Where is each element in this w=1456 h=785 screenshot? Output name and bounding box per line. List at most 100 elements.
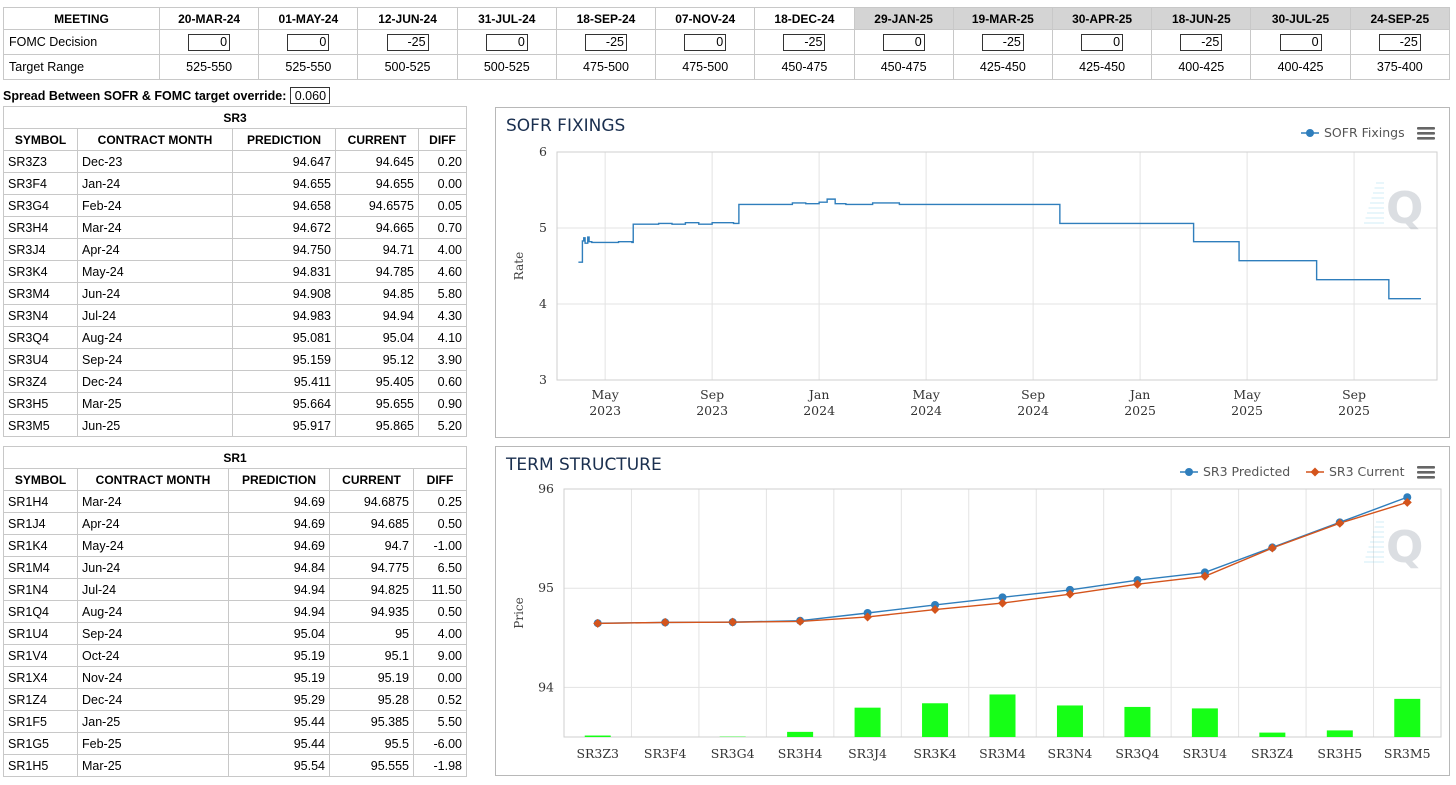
- diff-cell: 0.00: [413, 666, 467, 689]
- current-point: [728, 617, 738, 627]
- sofr-fixings-svg: SOFR FIXINGS3456May2023Sep2023Jan2024May…: [506, 116, 1438, 418]
- fomc-decision-input[interactable]: [287, 33, 330, 51]
- diff-cell: 5.50: [413, 710, 467, 733]
- fomc-decision-input[interactable]: [1378, 33, 1421, 51]
- current-cell: 94.7: [329, 534, 414, 557]
- symbol-cell: SR3M5: [3, 414, 78, 437]
- meeting-date: 18-SEP-24: [555, 7, 657, 30]
- fomc-decision-cell: [158, 29, 260, 55]
- x-tick-label: May: [591, 387, 619, 402]
- fomc-decision-input[interactable]: [981, 33, 1024, 51]
- diff-cell: 0.90: [418, 392, 467, 415]
- svg-text:Q: Q: [1386, 183, 1423, 234]
- x-tick-label: SR3J4: [848, 746, 887, 761]
- q-logo-icon: Q: [1364, 182, 1423, 234]
- legend-marker: [1310, 467, 1320, 477]
- prediction-cell: 95.29: [228, 688, 330, 711]
- fomc-decision-input[interactable]: [386, 33, 429, 51]
- chart-menu-icon[interactable]: [1417, 127, 1435, 140]
- symbol-cell: SR3H4: [3, 216, 78, 239]
- x-tick-label: Sep: [1021, 387, 1045, 402]
- diff-cell: 4.00: [418, 238, 467, 261]
- current-point: [593, 618, 603, 628]
- sr1-table: SR1 SYMBOL CONTRACT MONTH PREDICTION CURREN…: [3, 446, 467, 777]
- legend-label[interactable]: SR3 Predicted: [1203, 464, 1290, 479]
- diff-cell: 0.50: [413, 600, 467, 623]
- diff-bar: [1124, 706, 1151, 737]
- current-point: [1335, 518, 1345, 528]
- fomc-decision-input[interactable]: [783, 33, 826, 51]
- x-tick-label: SR3Z3: [576, 746, 619, 761]
- legend-marker: [1306, 129, 1314, 137]
- sr1-table-title: SR1: [3, 446, 467, 469]
- meeting-date: 07-NOV-24: [655, 7, 756, 30]
- prediction-cell: 94.655: [232, 172, 336, 195]
- prediction-cell: 94.69: [228, 490, 330, 513]
- fomc-decision-cell: [555, 29, 657, 55]
- y-axis-label: Rate: [512, 252, 526, 280]
- contract-month-cell: Feb-24: [77, 194, 233, 217]
- symbol-cell: SR1X4: [3, 666, 78, 689]
- table-row: SR3M4 Jun-24 94.908 94.85 5.80: [3, 282, 467, 305]
- fomc-decision-input[interactable]: [1081, 33, 1124, 51]
- symbol-cell: SR1J4: [3, 512, 78, 535]
- current-point: [795, 616, 805, 626]
- diff-cell: 4.60: [418, 260, 467, 283]
- contract-month-cell: Jan-24: [77, 172, 233, 195]
- sr3-table: SR3 SYMBOL CONTRACT MONTH PREDICTION CURREN…: [3, 106, 467, 437]
- sr3-table-title: SR3: [3, 106, 467, 129]
- table-row: SR3F4 Jan-24 94.655 94.655 0.00: [3, 172, 467, 195]
- table-row: SR3N4 Jul-24 94.983 94.94 4.30: [3, 304, 467, 327]
- legend-label[interactable]: SOFR Fixings: [1324, 125, 1405, 140]
- current-cell: 95.555: [329, 754, 414, 777]
- symbol-cell: SR3Q4: [3, 326, 78, 349]
- current-cell: 94.655: [335, 172, 419, 195]
- chart-menu-icon[interactable]: [1417, 466, 1435, 479]
- x-tick-label: Jan: [807, 387, 830, 402]
- diff-cell: 3.90: [418, 348, 467, 371]
- fomc-decision-input[interactable]: [188, 33, 231, 51]
- current-cell: 94.85: [335, 282, 419, 305]
- contract-month-cell: Jan-25: [77, 710, 229, 733]
- symbol-cell: SR1G5: [3, 732, 78, 755]
- current-cell: 94.94: [335, 304, 419, 327]
- diff-cell: 9.00: [413, 644, 467, 667]
- fomc-decision-cell: [1349, 29, 1451, 55]
- spread-override-input[interactable]: [290, 87, 331, 104]
- prediction-cell: 95.664: [232, 392, 336, 415]
- fomc-decision-input[interactable]: [882, 33, 925, 51]
- prediction-cell: 95.19: [228, 644, 330, 667]
- meeting-date: 30-JUL-25: [1250, 7, 1351, 30]
- prediction-cell: 95.081: [232, 326, 336, 349]
- fomc-decision-input[interactable]: [584, 33, 627, 51]
- meeting-date: 31-JUL-24: [456, 7, 557, 30]
- prediction-cell: 95.19: [228, 666, 330, 689]
- contract-month-cell: Sep-24: [77, 348, 233, 371]
- column-header: PREDICTION: [232, 128, 336, 151]
- fomc-decision-input[interactable]: [485, 33, 528, 51]
- meeting-header: MEETING: [3, 7, 160, 30]
- y-tick-label: 5: [539, 220, 547, 235]
- y-tick-label: 6: [539, 144, 547, 159]
- target-range-cell: 425-450: [1051, 54, 1153, 80]
- prediction-cell: 94.831: [232, 260, 336, 283]
- prediction-cell: 94.69: [228, 512, 330, 535]
- y-tick-label: 96: [538, 481, 554, 496]
- prediction-cell: 94.672: [232, 216, 336, 239]
- target-range-cell: 475-500: [655, 54, 756, 80]
- column-header: DIFF: [413, 468, 467, 491]
- table-row: SR3U4 Sep-24 95.159 95.12 3.90: [3, 348, 467, 371]
- current-point: [998, 598, 1007, 608]
- fomc-decision-input[interactable]: [1279, 33, 1322, 51]
- meeting-date: 29-JAN-25: [853, 7, 954, 30]
- fomc-decision-input[interactable]: [684, 33, 727, 51]
- prediction-cell: 94.94: [228, 578, 330, 601]
- legend-label[interactable]: SR3 Current: [1329, 464, 1405, 479]
- current-cell: 94.775: [329, 556, 414, 579]
- fomc-decision-input[interactable]: [1180, 33, 1223, 51]
- prediction-cell: 94.658: [232, 194, 336, 217]
- diff-cell: 4.10: [418, 326, 467, 349]
- diff-cell: 11.50: [413, 578, 467, 601]
- x-tick-label: Jan: [1128, 387, 1151, 402]
- contract-month-cell: Apr-24: [77, 238, 233, 261]
